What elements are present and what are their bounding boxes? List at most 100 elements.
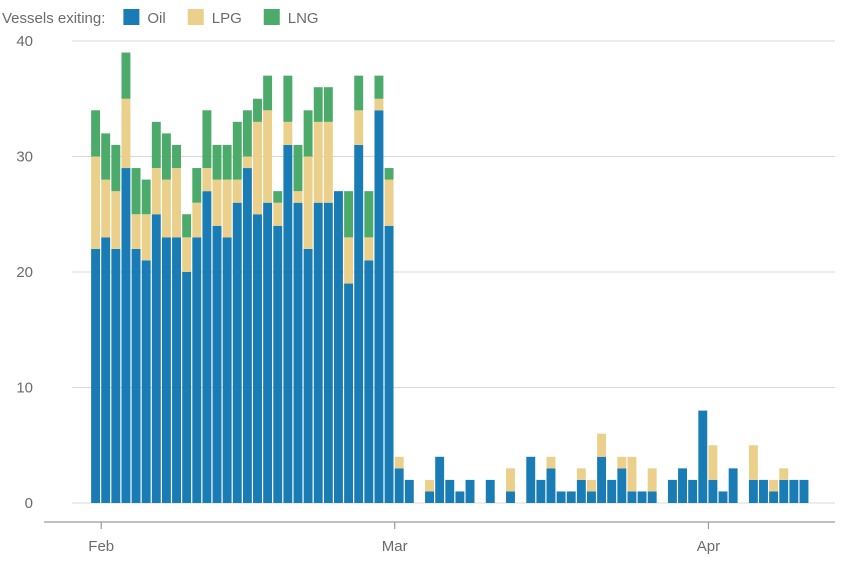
bar-oil: [678, 468, 687, 503]
bar-lpg: [253, 121, 262, 215]
bar-lng: [192, 168, 202, 203]
bar-lng: [202, 110, 212, 169]
bar-lpg: [111, 191, 121, 249]
bar-lng: [374, 75, 384, 99]
x-axis-ticks: Feb Mar Apr: [88, 522, 720, 555]
bar-oil: [465, 479, 475, 503]
bar-oil: [759, 479, 768, 503]
bar-lpg: [627, 456, 637, 492]
bar-oil: [101, 237, 111, 503]
oil-legend-label: Oil: [147, 10, 165, 27]
bar-lng: [313, 87, 323, 122]
bar-oil: [273, 225, 283, 504]
lpg-legend-swatch: [187, 9, 204, 25]
bar-oil: [212, 225, 222, 504]
bar-lng: [182, 214, 192, 238]
bar-lpg: [587, 479, 596, 492]
bar-oil: [263, 202, 273, 503]
bar-oil: [202, 191, 212, 503]
legend-title: Vessels exiting:: [2, 10, 105, 27]
bar-lpg: [597, 433, 607, 457]
x-tick-label: Feb: [88, 538, 114, 555]
y-tick-label: 40: [16, 33, 33, 50]
bar-oil: [121, 168, 131, 504]
lng-legend-label: LNG: [288, 10, 319, 27]
bar-lng: [222, 144, 232, 180]
bar-lng: [232, 121, 242, 180]
bar-oil: [435, 456, 445, 503]
bar-oil: [455, 491, 465, 503]
bar-oil: [698, 410, 708, 503]
bar-oil: [253, 214, 262, 503]
bar-oil: [526, 456, 536, 503]
bar-lpg: [576, 468, 586, 480]
bar-lpg: [354, 110, 364, 145]
oil-legend-swatch: [123, 9, 140, 25]
bar-lpg: [283, 121, 293, 145]
bar-lpg: [141, 214, 151, 261]
bar-oil: [151, 214, 161, 503]
bar-oil: [141, 260, 151, 503]
y-tick-label: 0: [25, 495, 33, 512]
bar-lpg: [647, 468, 657, 492]
y-axis-tick-labels: 0 10 20 30 40: [16, 33, 33, 512]
bar-lpg: [313, 121, 323, 203]
bar-lng: [121, 52, 131, 99]
bar-lng: [161, 133, 171, 180]
bar-oil: [546, 468, 556, 503]
bar-oil: [506, 491, 515, 503]
bar-lpg: [708, 445, 718, 480]
bar-oil: [728, 468, 738, 503]
legend: Vessels exiting: Oil LPG LNG: [2, 9, 319, 27]
bar-lpg: [748, 445, 758, 480]
bar-oil: [161, 237, 171, 503]
bar-oil: [617, 468, 627, 503]
bar-lng: [101, 133, 111, 180]
bar-lpg: [91, 156, 101, 249]
bar-lpg: [101, 179, 111, 238]
bar-lng: [323, 87, 333, 122]
bar-oil: [536, 479, 546, 503]
bar-lng: [263, 75, 273, 111]
y-tick-label: 30: [16, 149, 33, 166]
bars: [91, 52, 809, 504]
bar-lng: [273, 191, 283, 203]
bar-lpg: [769, 479, 779, 492]
bar-lng: [111, 144, 121, 192]
bar-lng: [293, 144, 303, 192]
bar-oil: [637, 491, 647, 503]
bar-lpg: [131, 214, 141, 249]
bar-lng: [131, 168, 141, 215]
bar-lpg: [151, 168, 161, 215]
bar-oil: [384, 225, 394, 504]
bar-oil: [293, 202, 303, 503]
bar-lpg: [617, 456, 627, 469]
lng-legend-swatch: [263, 9, 280, 25]
bar-lng: [354, 75, 364, 111]
bar-oil: [799, 479, 809, 503]
bar-oil: [627, 491, 637, 503]
bar-lpg: [212, 179, 222, 226]
bar-oil: [131, 248, 141, 503]
bar-oil: [313, 202, 323, 503]
bar-oil: [587, 491, 596, 503]
bar-lng: [141, 179, 151, 215]
x-tick-label: Apr: [697, 538, 720, 555]
bar-oil: [597, 456, 607, 503]
bar-oil: [718, 491, 728, 503]
y-tick-label: 10: [16, 380, 33, 397]
bar-lng: [212, 144, 222, 180]
bar-lng: [283, 75, 293, 122]
bar-oil: [485, 479, 495, 503]
bar-oil: [364, 260, 374, 503]
bar-oil: [789, 479, 799, 503]
bar-lpg: [121, 98, 131, 169]
bar-oil: [354, 144, 364, 503]
bar-lng: [242, 110, 252, 157]
bar-lpg: [323, 121, 333, 203]
bar-lng: [151, 121, 161, 169]
bar-oil: [607, 479, 617, 503]
bar-oil: [344, 283, 354, 503]
bar-oil: [556, 491, 566, 503]
